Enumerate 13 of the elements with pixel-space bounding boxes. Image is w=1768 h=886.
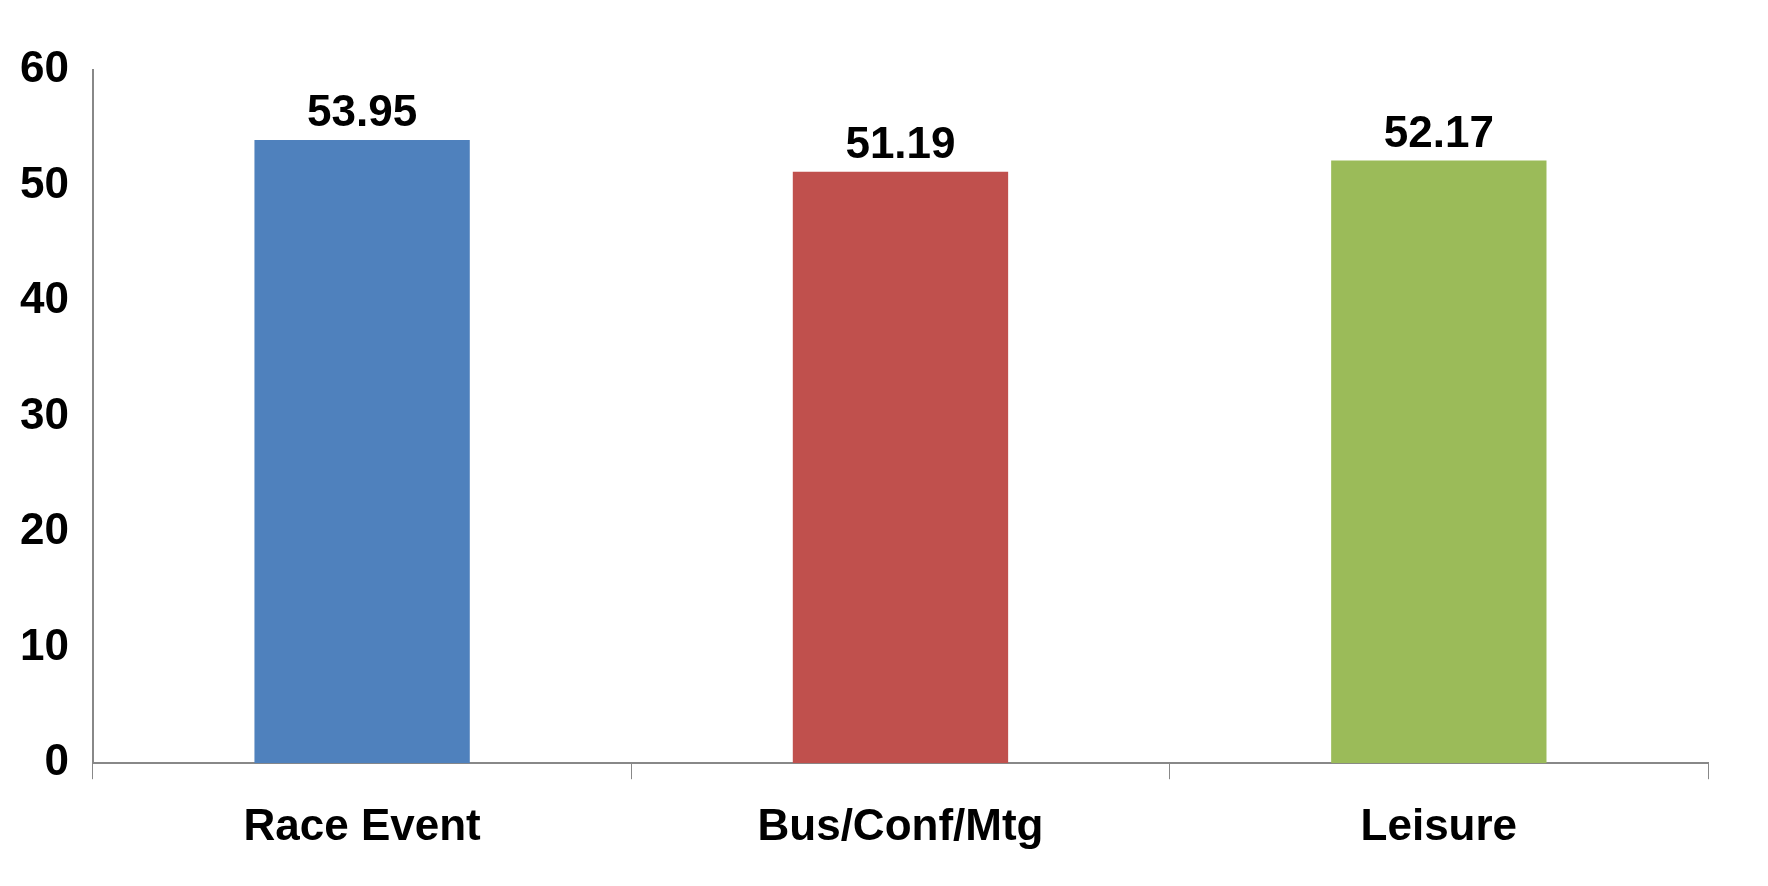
y-tick-label: 10 — [19, 619, 69, 669]
data-label: 52.17 — [1383, 106, 1494, 156]
y-tick-label: 50 — [19, 157, 69, 207]
x-tick-label: Bus/Conf/Mtg — [757, 799, 1044, 849]
data-label: 53.95 — [307, 86, 418, 136]
y-tick-label: 30 — [19, 388, 69, 438]
x-tick-label: Leisure — [1360, 799, 1518, 849]
x-tick-label: Race Event — [243, 799, 482, 849]
y-tick-label: 60 — [19, 42, 69, 92]
y-tick-label: 40 — [19, 273, 69, 323]
data-label: 51.19 — [845, 117, 956, 167]
y-tick-label: 20 — [19, 504, 69, 554]
y-tick-label: 0 — [44, 735, 69, 785]
